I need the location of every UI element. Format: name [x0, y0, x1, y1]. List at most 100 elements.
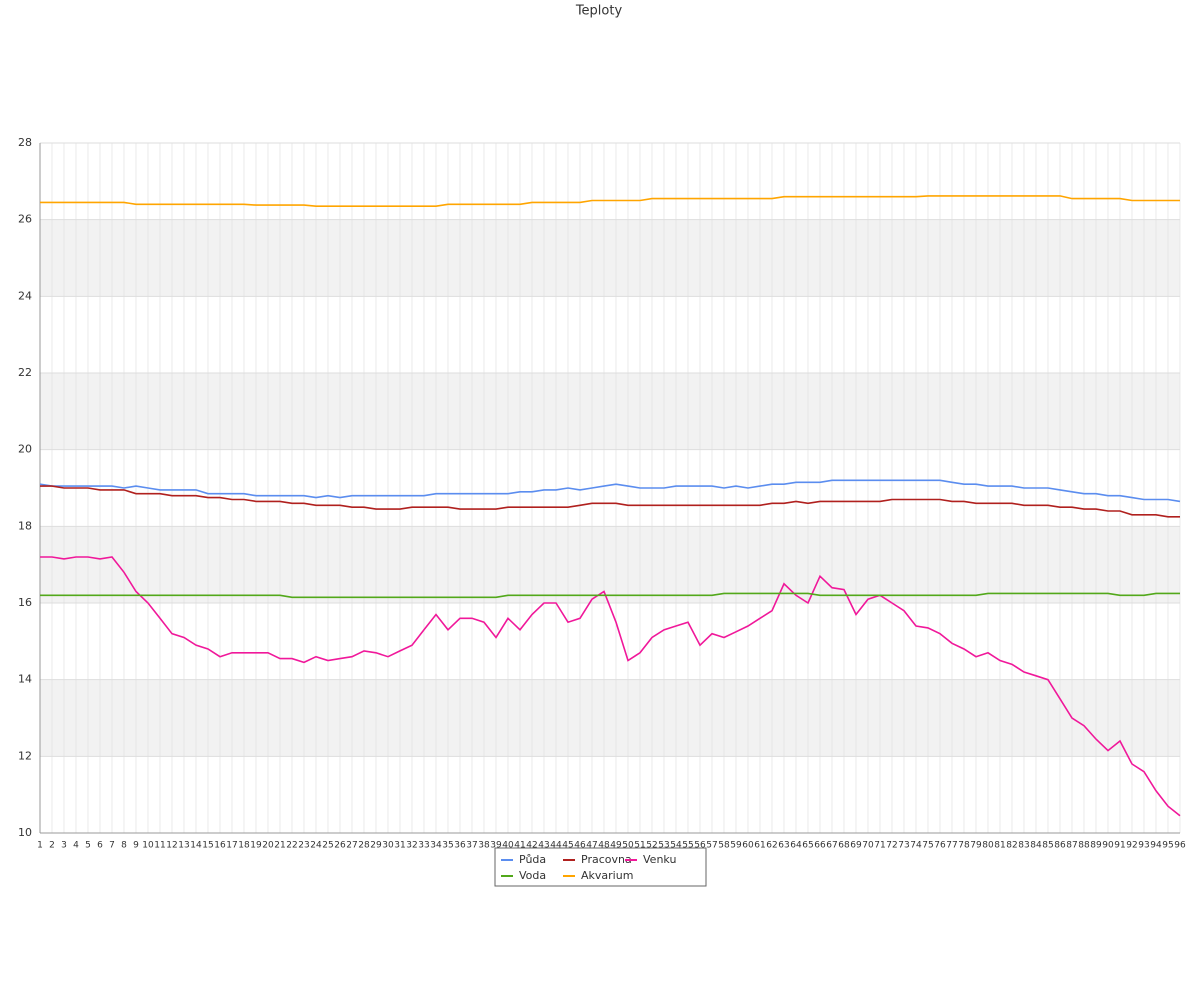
x-tick-label: 12: [166, 841, 177, 851]
x-tick-label: 52: [646, 841, 657, 851]
x-tick-label: 42: [526, 841, 537, 851]
x-tick-label: 60: [742, 841, 754, 851]
x-tick-label: 63: [778, 841, 789, 851]
x-tick-label: 2: [49, 841, 55, 851]
x-tick-label: 95: [1162, 841, 1173, 851]
x-tick-label: 59: [730, 841, 742, 851]
x-tick-label: 65: [802, 841, 813, 851]
x-tick-label: 36: [454, 841, 466, 851]
y-tick-label: 20: [18, 443, 32, 456]
x-tick-label: 18: [238, 841, 250, 851]
x-tick-label: 11: [154, 841, 165, 851]
x-tick-label: 74: [910, 841, 922, 851]
x-tick-label: 8: [121, 841, 127, 851]
y-tick-label: 18: [18, 519, 32, 532]
x-tick-label: 34: [430, 841, 442, 851]
x-tick-label: 32: [406, 841, 417, 851]
x-tick-label: 38: [478, 841, 490, 851]
x-tick-label: 83: [1018, 841, 1029, 851]
x-tick-label: 44: [550, 841, 562, 851]
x-tick-label: 54: [670, 841, 682, 851]
x-tick-label: 66: [814, 841, 826, 851]
x-tick-label: 77: [946, 841, 957, 851]
x-tick-label: 31: [394, 841, 405, 851]
y-tick-label: 16: [18, 596, 32, 609]
grid-band: [40, 679, 1180, 757]
x-tick-label: 57: [706, 841, 717, 851]
x-tick-label: 68: [838, 841, 850, 851]
x-tick-label: 15: [202, 841, 213, 851]
x-tick-label: 30: [382, 841, 394, 851]
x-tick-label: 85: [1042, 841, 1053, 851]
x-tick-label: 7: [109, 841, 115, 851]
x-tick-label: 89: [1090, 841, 1102, 851]
x-tick-label: 93: [1138, 841, 1149, 851]
x-tick-label: 86: [1054, 841, 1066, 851]
x-tick-label: 72: [886, 841, 897, 851]
series-line: [40, 195, 1180, 207]
series-line: [40, 556, 1181, 817]
x-tick-label: 4: [73, 841, 79, 851]
x-tick-label: 75: [922, 841, 933, 851]
x-tick-label: 90: [1102, 841, 1114, 851]
x-tick-label: 47: [586, 841, 597, 851]
grid-band: [40, 373, 1180, 450]
x-tick-label: 22: [286, 841, 297, 851]
x-tick-label: 50: [622, 841, 634, 851]
x-tick-label: 84: [1030, 841, 1042, 851]
x-tick-label: 40: [502, 841, 514, 851]
x-tick-label: 17: [226, 841, 237, 851]
series-line: [40, 592, 1180, 599]
x-tick-label: 46: [574, 841, 586, 851]
x-tick-label: 33: [418, 841, 429, 851]
x-tick-label: 26: [334, 841, 346, 851]
x-tick-label: 92: [1126, 841, 1137, 851]
x-tick-label: 27: [346, 841, 357, 851]
x-tick-label: 24: [310, 841, 322, 851]
x-tick-label: 61: [754, 841, 765, 851]
x-tick-label: 87: [1066, 841, 1077, 851]
grid-band: [40, 219, 1180, 297]
x-tick-label: 94: [1150, 841, 1162, 851]
x-tick-label: 76: [934, 841, 946, 851]
legend-label: Venku: [643, 853, 676, 866]
x-tick-label: 21: [274, 841, 285, 851]
x-tick-label: 81: [994, 841, 1005, 851]
y-tick-label: 12: [18, 749, 32, 762]
y-tick-label: 14: [18, 673, 32, 686]
x-tick-label: 64: [790, 841, 802, 851]
x-tick-label: 69: [850, 841, 862, 851]
x-tick-label: 6: [97, 841, 103, 851]
series-line: [39, 479, 1181, 503]
x-tick-label: 53: [658, 841, 669, 851]
x-tick-label: 9: [133, 841, 139, 851]
x-tick-label: 37: [466, 841, 477, 851]
x-tick-label: 13: [178, 841, 189, 851]
x-tick-label: 73: [898, 841, 909, 851]
x-tick-label: 55: [682, 841, 693, 851]
legend-label: Pracovna: [581, 853, 632, 866]
x-tick-label: 80: [982, 841, 994, 851]
x-tick-label: 16: [214, 841, 226, 851]
x-tick-label: 3: [61, 841, 67, 851]
x-tick-label: 82: [1006, 841, 1017, 851]
x-tick-label: 20: [262, 841, 274, 851]
x-tick-label: 1: [37, 841, 43, 851]
y-tick-label: 26: [18, 213, 32, 226]
x-tick-label: 48: [598, 841, 610, 851]
x-tick-label: 43: [538, 841, 549, 851]
x-tick-label: 91: [1114, 841, 1125, 851]
x-tick-label: 45: [562, 841, 573, 851]
x-tick-label: 88: [1078, 841, 1090, 851]
x-tick-label: 41: [514, 841, 525, 851]
series-line: [40, 485, 1180, 518]
x-tick-label: 79: [970, 841, 982, 851]
x-tick-label: 51: [634, 841, 645, 851]
x-tick-label: 35: [442, 841, 453, 851]
x-tick-label: 5: [85, 841, 91, 851]
legend-box: [494, 847, 707, 887]
x-tick-label: 49: [610, 841, 622, 851]
x-tick-label: 19: [250, 841, 262, 851]
y-tick-label: 24: [18, 289, 32, 302]
